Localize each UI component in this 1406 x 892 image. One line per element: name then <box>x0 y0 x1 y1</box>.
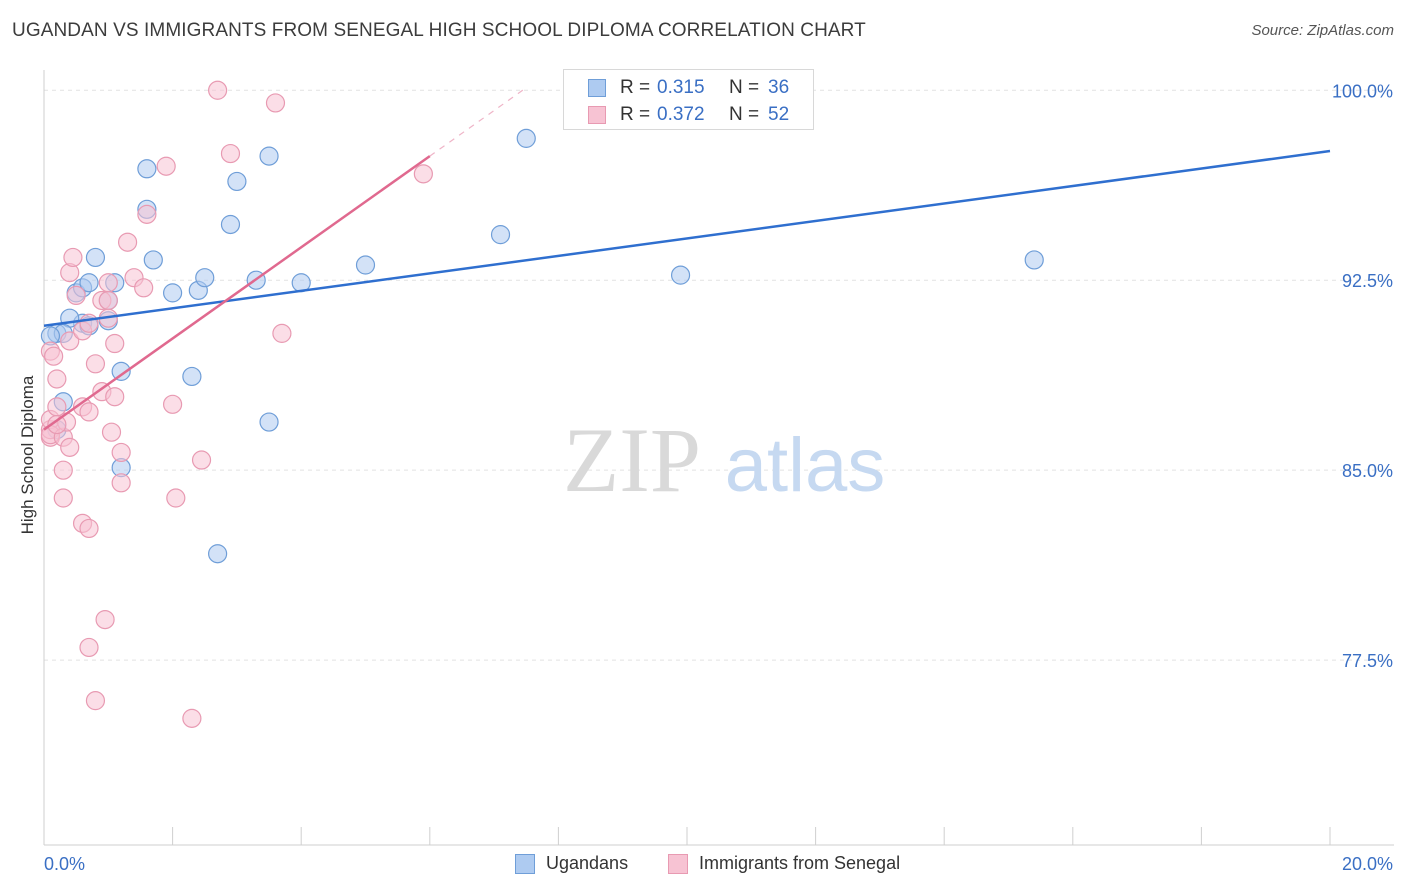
data-point <box>85 354 106 374</box>
data-point <box>79 273 99 293</box>
r-label: R = <box>620 104 651 125</box>
data-point <box>143 250 163 270</box>
tick-labels: 100.0% 92.5% 85.0% 77.5% 0.0% 20.0% <box>44 81 1393 874</box>
stats-legend: R = 0.315 N = 36 R = 0.372 N = 52 <box>563 69 814 130</box>
data-point <box>53 488 73 508</box>
data-point <box>182 708 202 728</box>
data-point <box>208 80 228 100</box>
legend-label: Ugandans <box>546 853 629 873</box>
n-value: 36 <box>768 77 790 98</box>
data-point <box>208 544 228 564</box>
r-label: R = <box>620 77 651 98</box>
data-point <box>98 290 118 311</box>
data-point <box>163 394 183 414</box>
legend-swatch-pink <box>668 854 688 874</box>
chart-title: UGANDAN VS IMMIGRANTS FROM SENEGAL HIGH … <box>12 20 866 41</box>
watermark-zip: ZIP <box>563 409 701 511</box>
axes <box>43 70 1394 846</box>
data-point <box>98 273 118 293</box>
data-point <box>44 346 64 366</box>
y-tick-label: 92.5% <box>1342 271 1393 291</box>
data-point <box>79 637 99 658</box>
data-points <box>40 80 1044 728</box>
data-point <box>60 437 80 457</box>
data-point <box>156 156 176 176</box>
trend-extension-pink <box>429 87 527 157</box>
r-value: 0.372 <box>657 104 705 125</box>
series-pink <box>40 80 433 728</box>
data-point <box>105 387 125 407</box>
data-point <box>265 93 286 113</box>
data-point <box>191 450 212 470</box>
n-value: 52 <box>768 104 790 125</box>
r-value: 0.315 <box>657 77 705 98</box>
data-point <box>111 361 131 381</box>
data-point <box>79 518 99 539</box>
watermark-atlas: atlas <box>725 423 886 508</box>
data-point <box>101 422 122 442</box>
data-point <box>105 333 125 354</box>
data-point <box>413 164 433 184</box>
series-legend: Ugandans Immigrants from Senegal <box>0 852 1406 876</box>
data-point <box>272 323 292 343</box>
n-label: N = <box>729 104 760 125</box>
data-point <box>355 255 376 275</box>
data-point <box>53 460 73 480</box>
data-point <box>490 225 511 245</box>
data-point <box>85 691 106 711</box>
data-point <box>66 285 86 306</box>
trend-lines <box>43 87 1331 431</box>
data-point <box>166 488 186 508</box>
legend-swatch-blue <box>515 854 535 874</box>
trend-line-blue <box>43 149 1331 328</box>
data-point <box>47 414 67 435</box>
data-point <box>111 442 131 463</box>
data-point <box>47 369 67 389</box>
source-credit: Source: ZipAtlas.com <box>1251 22 1394 39</box>
data-point <box>95 609 115 630</box>
y-tick-label: 77.5% <box>1342 651 1393 671</box>
trend-line-pink <box>43 155 431 431</box>
data-point <box>195 268 215 288</box>
data-point <box>163 283 183 303</box>
data-point <box>220 143 241 164</box>
x-tick-label: 0.0% <box>44 854 85 874</box>
n-label: N = <box>729 77 760 98</box>
legend-label: Immigrants from Senegal <box>699 853 901 873</box>
data-point <box>227 171 247 192</box>
data-point <box>79 313 99 333</box>
y-tick-label: 85.0% <box>1342 461 1393 481</box>
data-point <box>516 128 536 148</box>
data-point <box>111 473 131 493</box>
data-point <box>117 232 138 252</box>
data-point <box>79 402 99 422</box>
data-point <box>220 214 241 235</box>
x-tick-label: 20.0% <box>1342 854 1393 874</box>
y-tick-label: 100.0% <box>1332 81 1393 101</box>
gridlines <box>44 89 1394 661</box>
data-point <box>670 265 691 285</box>
data-point <box>63 247 83 268</box>
data-point <box>259 146 279 166</box>
series-blue <box>40 128 1044 564</box>
data-point <box>182 366 202 387</box>
data-point <box>1024 250 1044 270</box>
legend-swatch-pink <box>588 106 606 124</box>
data-point <box>60 331 80 351</box>
data-point <box>134 278 154 298</box>
data-point <box>85 247 106 268</box>
data-point <box>259 412 279 432</box>
legend-swatch-blue <box>588 79 606 97</box>
data-point <box>137 204 157 224</box>
watermark: ZIP atlas <box>563 409 885 511</box>
data-point <box>137 159 157 179</box>
